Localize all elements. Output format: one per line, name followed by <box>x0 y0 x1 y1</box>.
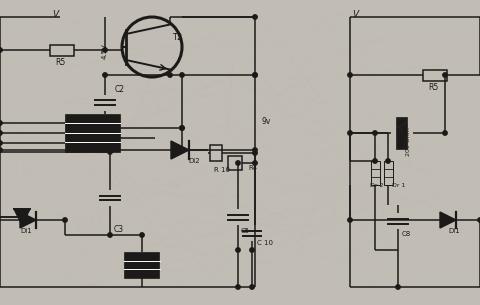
Circle shape <box>180 126 184 130</box>
Text: R5: R5 <box>428 83 438 92</box>
Circle shape <box>0 48 2 52</box>
Bar <box>423 70 447 81</box>
Text: V: V <box>52 10 58 19</box>
Circle shape <box>180 73 184 77</box>
Bar <box>384 161 393 185</box>
Text: C8: C8 <box>402 231 411 237</box>
Bar <box>124 252 159 278</box>
Circle shape <box>250 248 254 252</box>
Text: C 10: C 10 <box>257 240 273 246</box>
Polygon shape <box>440 212 456 228</box>
Circle shape <box>0 148 2 152</box>
Text: Di1: Di1 <box>20 228 32 234</box>
Circle shape <box>373 131 377 135</box>
Circle shape <box>168 73 172 77</box>
Circle shape <box>0 141 2 145</box>
Circle shape <box>108 233 112 237</box>
Circle shape <box>180 126 184 130</box>
Circle shape <box>0 131 2 135</box>
Text: C3: C3 <box>114 225 124 234</box>
Text: R4: R4 <box>248 165 257 171</box>
Text: R5: R5 <box>55 58 65 67</box>
Circle shape <box>108 150 112 154</box>
Text: U 26: U 26 <box>140 273 156 279</box>
Circle shape <box>396 285 400 289</box>
Polygon shape <box>171 141 189 159</box>
Circle shape <box>253 148 257 152</box>
Text: U 25: U 25 <box>100 145 118 154</box>
Circle shape <box>103 73 107 77</box>
Circle shape <box>236 285 240 289</box>
Bar <box>396 117 408 149</box>
Text: V: V <box>352 10 358 19</box>
Circle shape <box>253 73 257 77</box>
Circle shape <box>348 73 352 77</box>
Circle shape <box>253 73 257 77</box>
Bar <box>228 156 242 170</box>
Text: Di1: Di1 <box>448 228 460 234</box>
Circle shape <box>373 159 377 163</box>
Text: C5: C5 <box>241 228 250 234</box>
Circle shape <box>250 285 254 289</box>
Circle shape <box>348 131 352 135</box>
Bar <box>210 145 222 161</box>
Text: Dr 2: Dr 2 <box>370 183 384 188</box>
Text: 4.5V: 4.5V <box>102 43 108 59</box>
Circle shape <box>236 248 240 252</box>
Circle shape <box>253 151 257 155</box>
Circle shape <box>180 148 184 152</box>
Circle shape <box>253 161 257 165</box>
Circle shape <box>443 131 447 135</box>
Polygon shape <box>14 209 30 225</box>
Circle shape <box>443 73 447 77</box>
Text: Di2: Di2 <box>188 158 200 164</box>
Bar <box>64 114 120 152</box>
Circle shape <box>253 15 257 19</box>
Text: T2: T2 <box>172 33 182 42</box>
Text: 9v: 9v <box>262 117 271 126</box>
Text: Dr 1: Dr 1 <box>392 183 406 188</box>
Circle shape <box>63 218 67 222</box>
Bar <box>371 161 380 185</box>
Text: C2: C2 <box>115 85 125 94</box>
Circle shape <box>478 218 480 222</box>
Text: 200 Ohm: 200 Ohm <box>406 127 411 156</box>
Circle shape <box>140 233 144 237</box>
Text: R 10: R 10 <box>214 167 230 173</box>
Circle shape <box>236 161 240 165</box>
Bar <box>50 45 74 56</box>
Circle shape <box>386 159 390 163</box>
Circle shape <box>103 48 107 52</box>
Polygon shape <box>20 212 36 228</box>
Circle shape <box>348 218 352 222</box>
Circle shape <box>0 121 2 125</box>
